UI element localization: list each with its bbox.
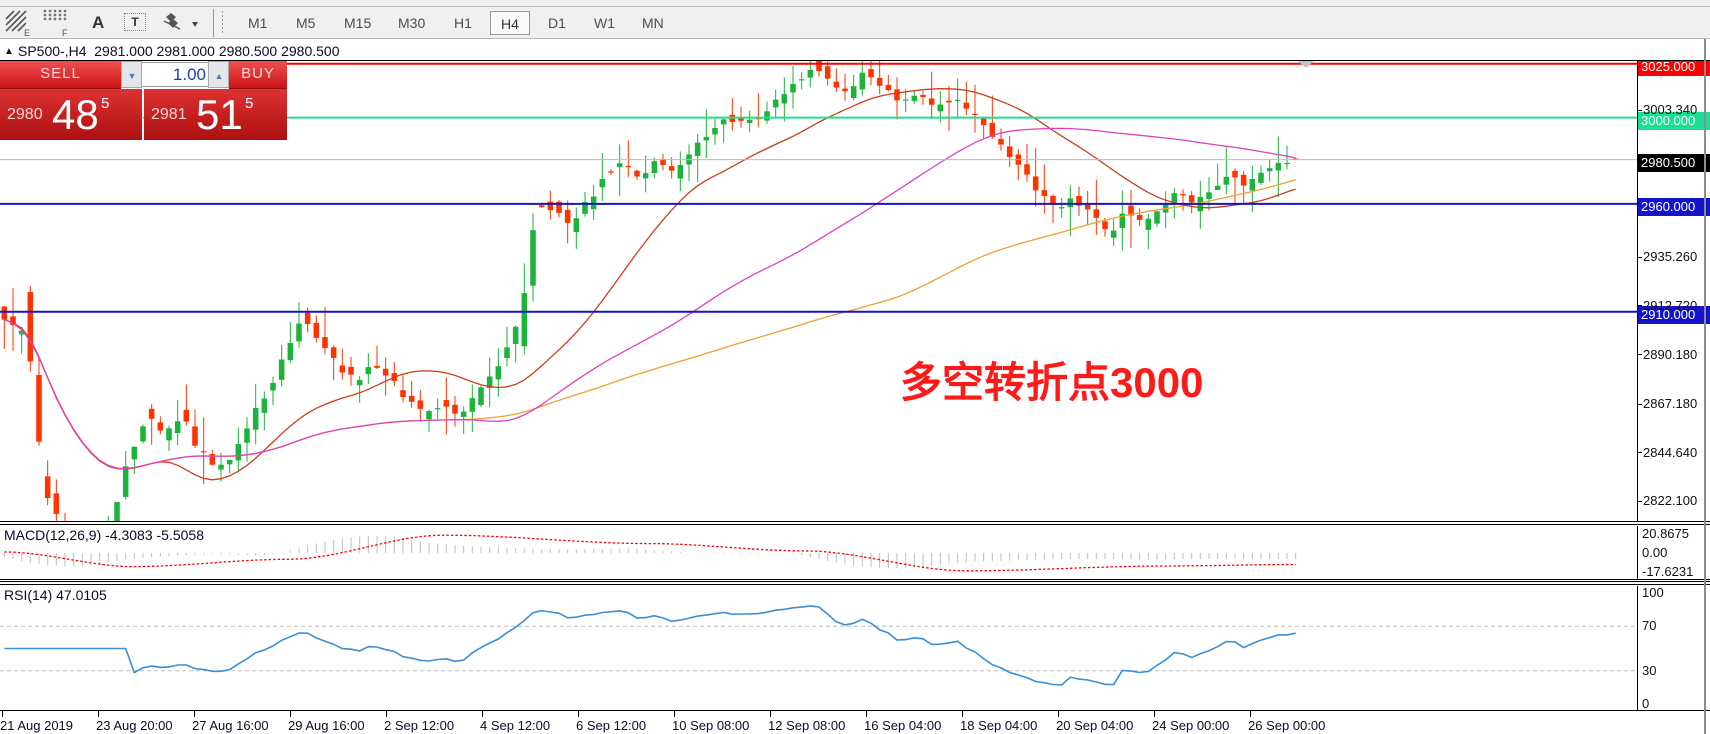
svg-text:F: F <box>62 28 68 38</box>
svg-text:E: E <box>24 28 30 38</box>
